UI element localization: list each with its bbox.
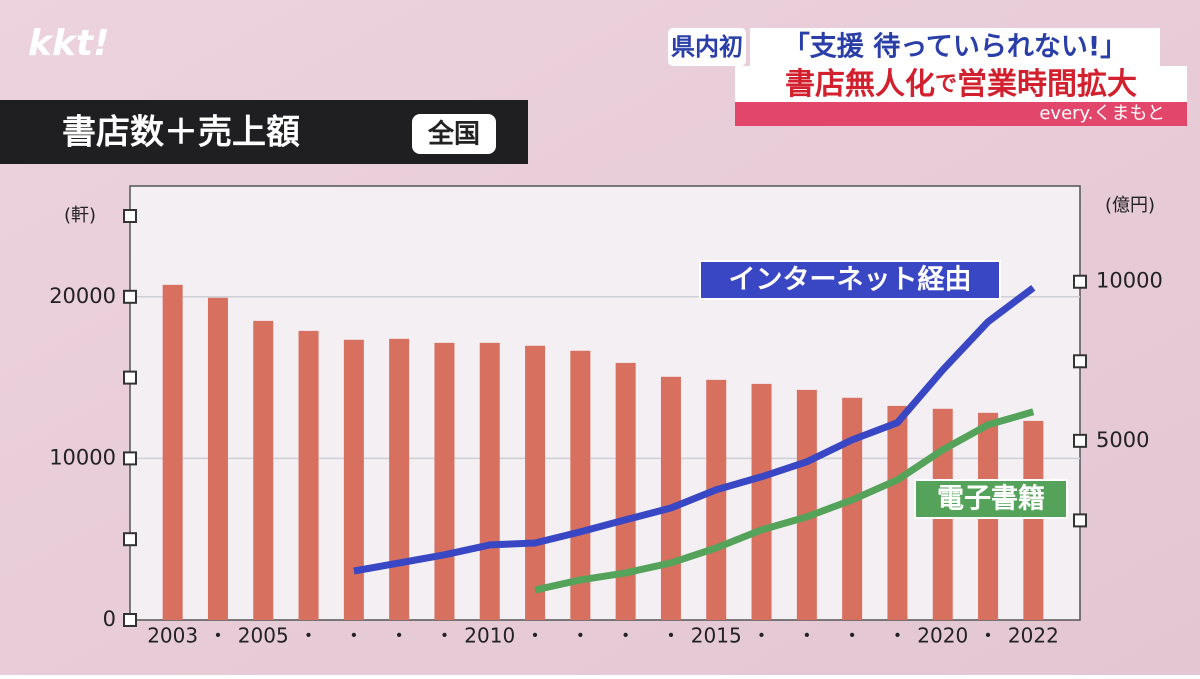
y2-tick-label: 10000 [1096,269,1163,293]
x-tick-label: ・ [208,624,228,648]
headline2-part: 書店無人化 [785,67,935,102]
chart-title: 書店数＋売上額 [62,113,300,153]
bar [796,389,817,620]
series-label-box [699,260,1001,300]
tag: 県内初 [671,33,743,61]
tick-mark [1073,433,1087,448]
tick-mark [1073,274,1087,289]
line [534,408,1035,594]
headline2-box [735,66,1187,102]
bar [253,320,274,620]
bar [434,342,455,620]
bar [343,339,364,620]
bar [751,383,772,620]
tag-box [668,28,746,66]
bar [207,297,228,620]
bar [525,345,546,620]
headline2-part: 営業時間拡大 [957,67,1137,102]
y2-unit: (億円) [1105,195,1155,216]
program-strip [735,102,1187,126]
bar [706,379,727,620]
bar [389,338,410,620]
x-tick-label: ・ [752,624,772,648]
headline2-part: で [935,72,957,97]
x-tick-label: 2010 [464,624,515,648]
x-tick-label: ・ [887,624,907,648]
y-unit: (軒) [64,205,96,226]
bar [479,342,500,620]
x-tick-label: ・ [842,624,862,648]
y-tick-label: 0 [103,607,116,631]
bar [615,362,636,620]
y2-tick-label: 5000 [1096,428,1149,452]
bar [842,397,863,620]
x-tick-label: 2005 [238,624,289,648]
headline1: 「支援 待っていられない!」 [783,31,1127,63]
headline2: 書店無人化で営業時間拡大 [785,67,1137,102]
x-tick-label: ・ [299,624,319,648]
x-tick-label: ・ [525,624,545,648]
x-tick-label: ・ [434,624,454,648]
x-tick-label: ・ [344,624,364,648]
series-label: 電子書籍 [937,483,1045,515]
x-tick-label: ・ [661,624,681,648]
bar [162,284,183,620]
bar [298,330,319,620]
program: every.くまもと [1039,103,1165,124]
bar [660,376,681,620]
series-label-box [914,479,1068,519]
x-tick-label: ・ [389,624,409,648]
headline1-box [750,28,1160,66]
x-tick-label: ・ [797,624,817,648]
x-tick-label: ・ [978,624,998,648]
x-tick-label: 2020 [917,624,968,648]
tick-mark [123,370,137,385]
tick-mark [1073,354,1087,369]
line [353,285,1036,575]
badge: 全国 [427,119,480,150]
badge-box [412,114,496,154]
tick-mark [123,613,137,627]
y-tick-label: 10000 [49,445,116,469]
tick-mark [123,209,137,223]
x-tick-label: ・ [570,624,590,648]
x-tick-label: 2015 [691,624,742,648]
y-tick-label: 20000 [49,284,116,308]
tick-mark [1073,513,1087,528]
bar [1023,420,1044,620]
tick-mark [123,289,137,304]
logo: kkt! [28,23,110,64]
x-tick-label: 2022 [1008,624,1059,648]
plot-area [129,185,1081,621]
x-tick-label: 2003 [147,624,198,648]
x-tick-label: ・ [616,624,636,648]
tick-mark [123,532,137,547]
bar [887,405,908,620]
tick-mark [123,451,137,466]
bar [570,350,591,620]
series-label: インターネット経由 [729,264,972,296]
